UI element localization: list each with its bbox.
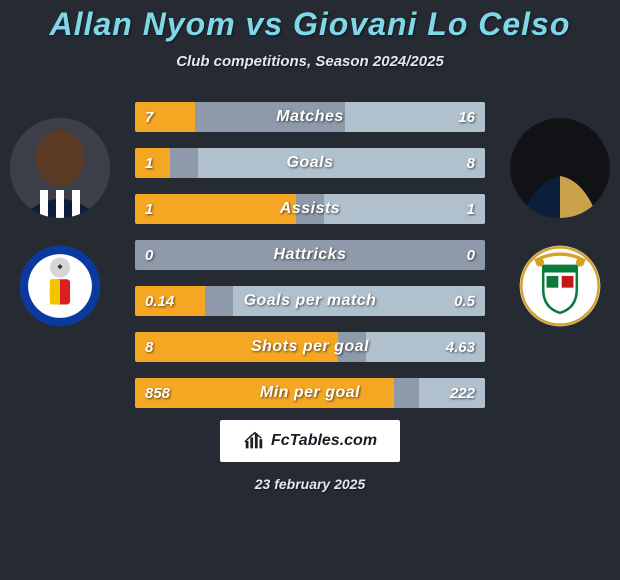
stat-row: Hattricks0 0 bbox=[135, 240, 485, 270]
stat-value-left: 8 bbox=[145, 332, 153, 362]
date-label: 23 february 2025 bbox=[0, 476, 620, 492]
comparison-body: Matches716Goals18Assists11Hattricks00Goa… bbox=[0, 94, 620, 414]
stat-value-left: 1 bbox=[145, 148, 153, 178]
stat-label: Shots per goal bbox=[135, 332, 485, 362]
stat-value-left: 0 bbox=[145, 240, 153, 270]
stat-value-left: 0.14 bbox=[145, 286, 174, 316]
stat-value-right: 222 bbox=[450, 378, 475, 408]
stat-value-left: 858 bbox=[145, 378, 170, 408]
stat-value-right: 0.5 bbox=[454, 286, 475, 316]
stat-label: Assists bbox=[135, 194, 485, 224]
stat-value-right: 8 bbox=[467, 148, 475, 178]
stat-value-right: 4.63 bbox=[446, 332, 475, 362]
player-left-avatar bbox=[10, 118, 110, 218]
player-right-club-badge bbox=[518, 244, 602, 328]
stat-row: Min per goal858 222 bbox=[135, 378, 485, 408]
stat-value-left: 7 bbox=[145, 102, 153, 132]
player-right-avatar bbox=[510, 118, 610, 218]
brand-chart-icon bbox=[243, 430, 265, 452]
player-left-club-badge bbox=[18, 244, 102, 328]
subtitle: Club competitions, Season 2024/2025 bbox=[0, 53, 620, 70]
stat-label: Goals per match bbox=[135, 286, 485, 316]
stat-value-right: 16 bbox=[458, 102, 475, 132]
stat-row: Goals1 8 bbox=[135, 148, 485, 178]
stat-value-right: 0 bbox=[467, 240, 475, 270]
stat-row: Matches7 16 bbox=[135, 102, 485, 132]
stat-label: Goals bbox=[135, 148, 485, 178]
stat-row: Shots per goal8 4.63 bbox=[135, 332, 485, 362]
page-title: Allan Nyom vs Giovani Lo Celso bbox=[0, 6, 620, 43]
stat-value-left: 1 bbox=[145, 194, 153, 224]
stat-label: Hattricks bbox=[135, 240, 485, 270]
stat-bars: Matches716Goals18Assists11Hattricks00Goa… bbox=[135, 102, 485, 424]
brand-badge: FcTables.com bbox=[220, 420, 400, 462]
stat-row: Goals per match0.14 0.5 bbox=[135, 286, 485, 316]
stat-label: Min per goal bbox=[135, 378, 485, 408]
comparison-card: Allan Nyom vs Giovani Lo Celso Club comp… bbox=[0, 0, 620, 580]
stat-row: Assists1 1 bbox=[135, 194, 485, 224]
stat-label: Matches bbox=[135, 102, 485, 132]
stat-value-right: 1 bbox=[467, 194, 475, 224]
brand-text: FcTables.com bbox=[271, 432, 377, 450]
